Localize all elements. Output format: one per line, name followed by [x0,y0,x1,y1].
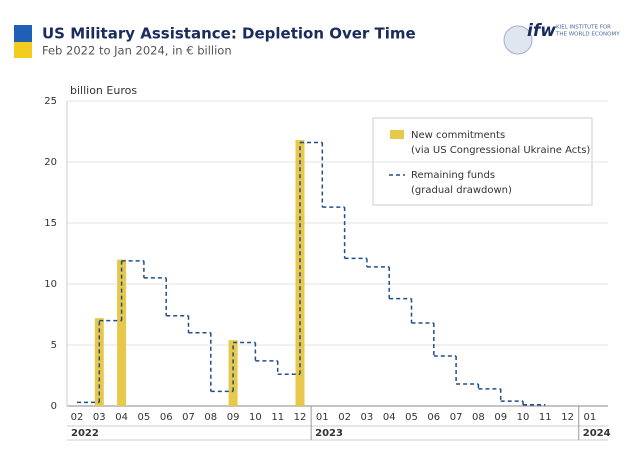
logo-globe [503,25,533,55]
y-tick-label: 25 [44,96,57,107]
x-tick-label: 08 [472,412,485,423]
legend-note: (gradual drawdown) [411,185,512,196]
x-tick-label: 02 [338,412,351,423]
x-tick-label: 12 [294,412,307,423]
y-tick-label: 0 [51,401,57,412]
x-tick-label: 07 [182,412,195,423]
bar [228,340,238,406]
chart-title: US Military Assistance: Depletion Over T… [42,25,416,43]
x-tick-label: 12 [561,412,574,423]
legend-note: (via US Congressional Ukraine Acts) [411,145,590,156]
legend-label: New commitments [411,130,505,141]
logo-mark: ifw [527,21,556,41]
chart-subtitle: Feb 2022 to Jan 2024, in € billion [42,44,232,58]
y-tick-label: 20 [44,157,57,168]
x-tick-label: 10 [517,412,530,423]
x-tick-label: 01 [316,412,329,423]
x-tick-label: 06 [160,412,173,423]
x-tick-label: 02 [71,412,84,423]
year-label: 2022 [71,428,99,439]
x-tick-label: 04 [115,412,128,423]
y-axis-label: billion Euros [70,84,137,97]
x-tick-label: 11 [271,412,284,423]
x-tick-label: 06 [427,412,440,423]
flag-blue [14,25,32,42]
bar [94,318,104,406]
x-tick-label: 03 [93,412,106,423]
x-tick-label: 09 [494,412,507,423]
x-tick-label: 08 [204,412,217,423]
flag-yellow [14,42,32,58]
x-tick-label: 10 [249,412,262,423]
x-tick-label: 11 [539,412,552,423]
legend-label: Remaining funds [411,170,495,181]
y-tick-label: 10 [44,279,57,290]
legend-swatch [390,130,404,139]
logo-text: KIEL INSTITUTE FOR [556,25,611,31]
x-tick-label: 05 [405,412,418,423]
x-tick-label: 01 [584,412,597,423]
x-tick-label: 07 [450,412,463,423]
y-tick-label: 15 [44,218,57,229]
year-label: 2023 [315,428,343,439]
x-tick-label: 03 [361,412,374,423]
x-tick-label: 04 [383,412,396,423]
year-label: 2024 [583,428,611,439]
y-tick-label: 5 [51,340,57,351]
x-tick-label: 09 [227,412,240,423]
bar [117,259,127,406]
x-tick-label: 05 [138,412,151,423]
logo-text: THE WORLD ECONOMY [555,32,620,38]
